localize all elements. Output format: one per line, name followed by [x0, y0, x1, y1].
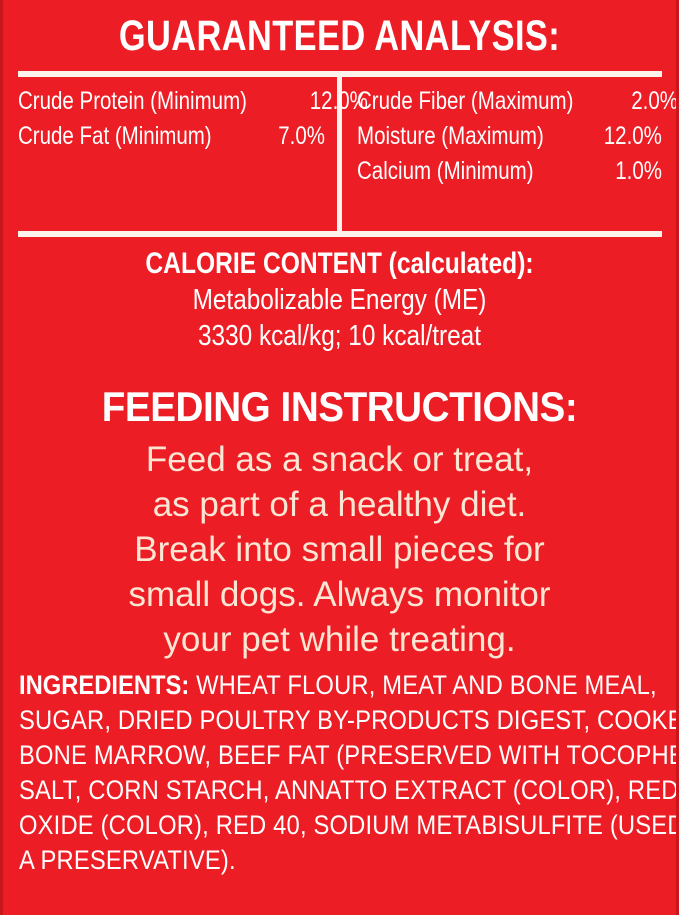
nutrient-name: Calcium (Minimum) — [357, 157, 534, 185]
feeding-instructions-line: your pet while treating. — [163, 620, 516, 659]
guaranteed-analysis-bottom-rule — [18, 231, 662, 237]
ingredients-line: A PRESERVATIVE). — [19, 845, 236, 875]
guaranteed-analysis-left-column: Crude Protein (Minimum) 12.0% Crude Fat … — [18, 84, 368, 229]
table-row: Calcium (Minimum) 1.0% — [357, 154, 662, 189]
guaranteed-analysis-top-rule — [18, 71, 662, 77]
calorie-content-section: CALORIE CONTENT (calculated): Metaboliza… — [0, 246, 679, 354]
ingredients-text: WHEAT FLOUR, MEAT AND BONE MEAL, — [189, 670, 657, 700]
feeding-instructions-line: as part of a healthy diet. — [152, 485, 527, 524]
guaranteed-analysis-column-divider — [337, 77, 342, 235]
feeding-instructions-line: Break into small pieces for — [134, 530, 545, 569]
ingredients-line: SUGAR, DRIED POULTRY BY-PRODUCTS DIGEST,… — [19, 705, 679, 735]
nutrient-value: 7.0% — [278, 122, 325, 150]
nutrient-name: Crude Fiber (Maximum) — [357, 87, 574, 115]
guaranteed-analysis-table: Crude Protein (Minimum) 12.0% Crude Fat … — [18, 84, 678, 229]
ingredients-line: OXIDE (COLOR), RED 40, SODIUM METABISULF… — [19, 810, 679, 840]
calorie-content-line: 3330 kcal/kg; 10 kcal/treat — [197, 320, 482, 352]
feeding-instructions-line: small dogs. Always monitor — [128, 575, 551, 614]
ingredients-section: INGREDIENTS: WHEAT FLOUR, MEAT AND BONE … — [19, 668, 679, 878]
ingredients-line: SALT, CORN STARCH, ANNATTO EXTRACT (COLO… — [19, 775, 679, 805]
ingredients-label: INGREDIENTS: — [19, 670, 190, 700]
ingredients-line: INGREDIENTS: WHEAT FLOUR, MEAT AND BONE … — [19, 668, 657, 703]
nutrient-value: 12.0% — [310, 87, 369, 115]
calorie-content-line: Metabolizable Energy (ME) — [192, 284, 487, 316]
nutrient-value: 2.0% — [631, 87, 678, 115]
feeding-instructions-line: Feed as a snack or treat, — [145, 440, 534, 479]
nutrient-name: Crude Protein (Minimum) — [18, 87, 247, 115]
ingredients-line: BONE MARROW, BEEF FAT (PRESERVED WITH TO… — [19, 740, 679, 770]
nutrient-value: 12.0% — [603, 122, 662, 150]
feeding-instructions-body: Feed as a snack or treat, as part of a h… — [0, 437, 679, 662]
feeding-instructions-heading: FEEDING INSTRUCTIONS: — [101, 383, 578, 430]
table-row: Crude Fat (Minimum) 7.0% — [18, 119, 325, 154]
nutrient-name: Crude Fat (Minimum) — [18, 122, 212, 150]
table-row: Moisture (Maximum) 12.0% — [357, 119, 662, 154]
table-row: Crude Fiber (Maximum) 2.0% — [357, 84, 678, 119]
calorie-content-heading: CALORIE CONTENT (calculated): — [145, 247, 534, 280]
table-row: Crude Protein (Minimum) 12.0% — [18, 84, 368, 119]
guaranteed-analysis-heading: GUARANTEED ANALYSIS: — [118, 12, 561, 60]
guaranteed-analysis-right-column: Crude Fiber (Maximum) 2.0% Moisture (Max… — [337, 84, 678, 229]
nutrient-value: 1.0% — [615, 157, 662, 185]
nutrient-name: Moisture (Maximum) — [357, 122, 544, 150]
